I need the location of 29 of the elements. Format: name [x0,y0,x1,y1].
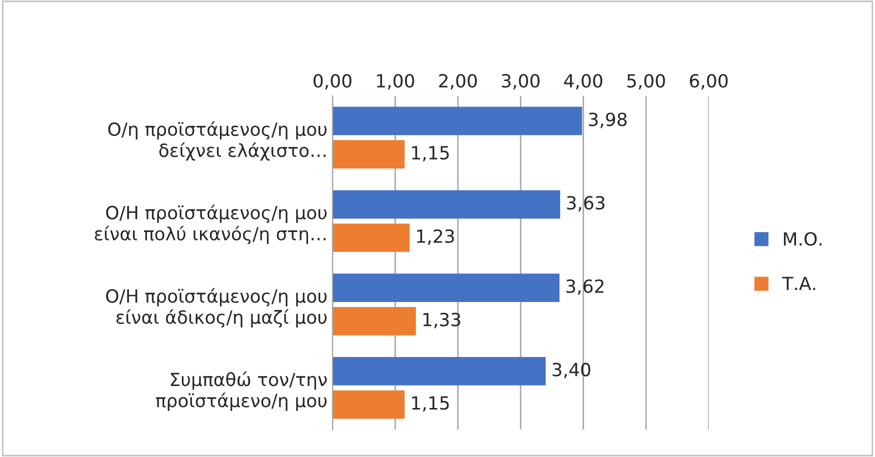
bar [332,306,416,336]
y-tick-label: Ο/Η προϊστάμενος/η μου είναι πολύ ικανός/η στη… [94,204,327,244]
bar [332,274,560,302]
bar [332,390,405,419]
x-tick-label: 0,00 [314,74,352,90]
data-label: 1,15 [412,396,449,412]
data-label: 1,23 [417,229,454,245]
data-label: 1,33 [423,312,460,328]
bar [332,190,560,219]
x-tick-label: 6,00 [690,74,728,90]
legend-label: Μ.Ο. [784,232,822,246]
bar [332,224,410,252]
data-label: 3,40 [552,362,590,378]
y-tick-label: Ο/η προϊστάμενος/η μου δείχνει ελάχιστο… [108,121,327,161]
x-tick-label: 3,00 [502,74,540,90]
data-label: 3,62 [566,279,604,295]
y-tick-label: Ο/Η προϊστάμενος/η μου είναι άδικος/η μαζί μου [106,288,327,328]
legend-label: Τ.Α. [782,276,816,290]
x-tick-label: 4,00 [564,74,602,90]
data-label: 1,15 [412,146,449,162]
bar [332,106,582,136]
bar [332,357,546,386]
data-label: 3,98 [589,112,627,128]
y-tick-label: Συμπαθώ τον/την προϊστάμενο/η μου [156,372,327,411]
x-tick-label: 5,00 [627,74,665,90]
bar [332,140,405,169]
data-label: 3,63 [567,196,604,212]
x-tick-label: 1,00 [377,74,414,90]
x-tick-label: 2,00 [439,74,477,90]
